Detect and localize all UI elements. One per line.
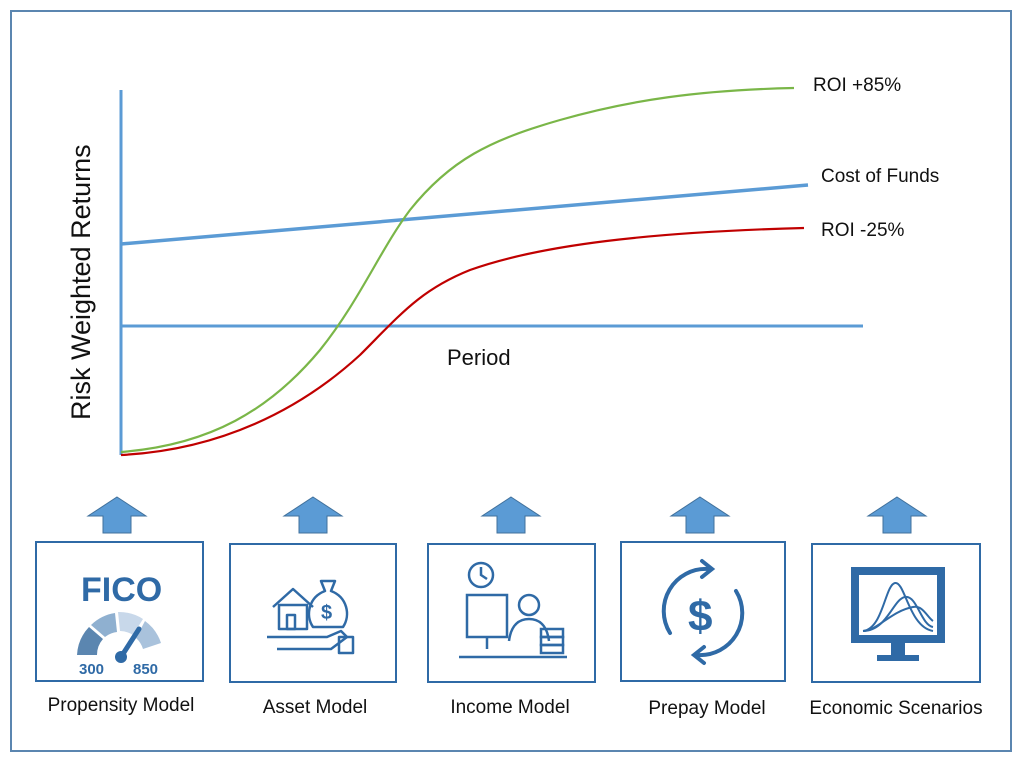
economic-scenarios-box <box>811 543 981 683</box>
roi-plus-85-label: ROI +85% <box>813 75 902 96</box>
x-axis-label: Period <box>447 345 511 370</box>
y-axis-label: Risk Weighted Returns <box>66 144 96 420</box>
up-arrow-4 <box>669 496 731 534</box>
economic-scenarios-label: Economic Scenarios <box>809 698 983 719</box>
up-arrow-5 <box>866 496 928 534</box>
income-model-label: Income Model <box>450 697 570 718</box>
up-arrow-2 <box>282 496 344 534</box>
asset-dollar: $ <box>321 602 332 624</box>
fico-text: FICO <box>81 571 162 609</box>
cost-of-funds-line <box>120 183 809 246</box>
house-money-hand-icon: $ <box>267 579 355 655</box>
roi-plus-85-curve <box>120 86 795 454</box>
monitor-curves-icon <box>851 567 945 661</box>
dollar-cycle-icon: $ <box>661 559 745 665</box>
roi-minus-25-curve <box>120 226 805 457</box>
prepay-dollar: $ <box>688 592 712 641</box>
prepay-model-box: $ <box>620 541 786 682</box>
prepay-model-label: Prepay Model <box>648 698 766 719</box>
income-model-box <box>427 543 596 683</box>
score-high: 850 <box>133 661 158 678</box>
desk-worker-clock-icon <box>459 561 567 659</box>
asset-model-label: Asset Model <box>262 697 368 718</box>
cost-of-funds-label: Cost of Funds <box>821 166 940 187</box>
asset-model-box: $ <box>229 543 397 683</box>
up-arrow-1 <box>86 496 148 534</box>
score-low: 300 <box>79 661 104 678</box>
up-arrow-3 <box>480 496 542 534</box>
roi-minus-25-label: ROI -25% <box>821 220 905 241</box>
propensity-model-label: Propensity Model <box>47 695 195 716</box>
fico-gauge-icon: FICO 300 850 <box>77 571 162 678</box>
propensity-model-box: FICO 300 850 <box>35 541 204 682</box>
diagram-frame <box>10 10 1012 752</box>
